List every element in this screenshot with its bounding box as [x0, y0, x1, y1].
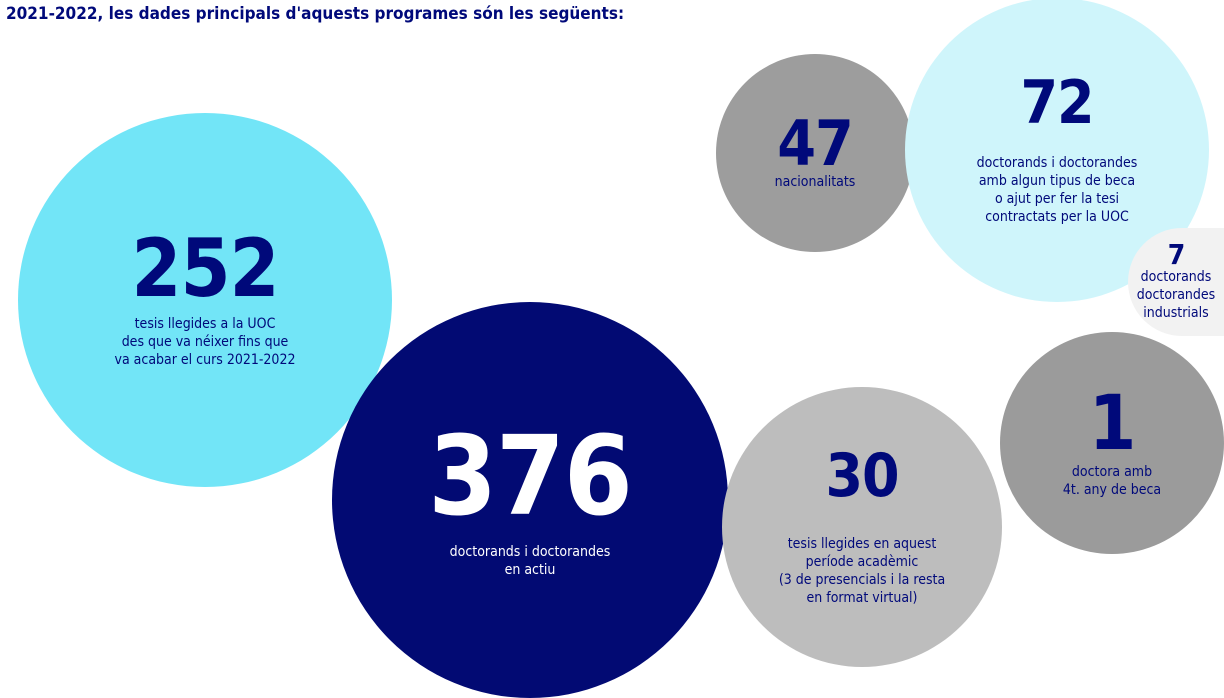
bubble-text: industrials — [1143, 305, 1209, 322]
bubble: 252 tesis llegides a la UOC des que va n… — [18, 113, 392, 487]
bubble-text: doctorands i doctorandes — [449, 543, 611, 560]
bubble-number: 252 — [131, 222, 279, 315]
bubble-text: doctora amb — [1071, 464, 1153, 481]
bubble-text: nacionalitats — [774, 174, 856, 191]
bubble-number: 47 — [777, 106, 854, 180]
bubble-text: període acadèmic — [805, 553, 919, 570]
bubble-number: 1 — [1088, 377, 1137, 467]
bubble: 376 doctorands i doctorandes en actiu — [332, 302, 728, 698]
bubble-text: en format virtual) — [806, 589, 918, 606]
bubble: 7 doctorands doctorandes industrials — [1128, 228, 1224, 336]
bubble-text: contractats per la UOC — [985, 208, 1129, 225]
bubble-text: doctorands — [1140, 269, 1212, 286]
bubble-number: 7 — [1167, 237, 1186, 271]
bubble-text: des que va néixer fins que — [121, 334, 289, 350]
bubble-text: amb algun tipus de beca — [978, 172, 1136, 189]
bubble-number: 72 — [1020, 67, 1094, 138]
bubble-number: 30 — [825, 440, 899, 511]
bubble-number: 376 — [428, 412, 633, 540]
header: 2021-2022, les dades principals d'aquest… — [6, 4, 625, 24]
bubble-text: tesis llegides en aquest — [787, 535, 937, 552]
bubble-text: (3 de presencials i la resta — [778, 571, 946, 588]
bubble-text: 4t. any de beca — [1062, 482, 1162, 499]
bubble: 72 doctorands i doctorandes amb algun ti… — [905, 0, 1209, 302]
bubble-text: va acabar el curs 2021-2022 — [114, 352, 296, 368]
bubble-text: o ajut per fer la tesi — [994, 190, 1120, 207]
bubble-text: tesis llegides a la UOC — [134, 316, 276, 332]
bubble-text: en actiu — [504, 561, 556, 578]
bubble: 30 tesis llegides en aquest període acad… — [722, 387, 1002, 667]
bubble-text: doctorands i doctorandes — [976, 154, 1138, 171]
bubble: 1 doctora amb 4t. any de beca — [1000, 332, 1224, 554]
bubble-text: doctorandes — [1136, 287, 1216, 304]
bubble: 47 nacionalitats — [716, 54, 914, 252]
